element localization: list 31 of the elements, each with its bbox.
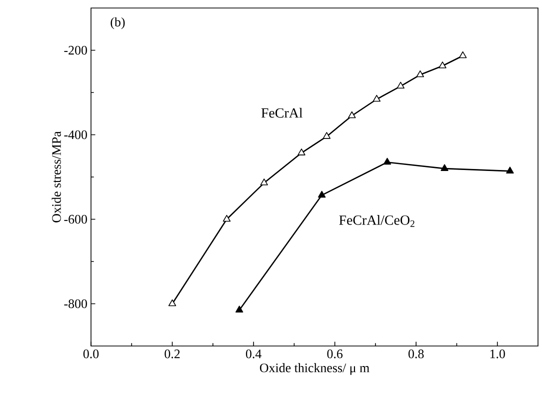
series-label: FeCrAl/CeO$_{2}$ <box>339 215 414 227</box>
point <box>383 158 392 165</box>
point <box>396 82 405 89</box>
point <box>260 178 268 186</box>
annotation: (b) <box>110 17 125 30</box>
y-tick-label: -800 <box>64 299 87 308</box>
point <box>348 111 356 118</box>
point <box>440 164 448 171</box>
x-tick-label: 0.4 <box>246 350 262 358</box>
x-tick-label: 0.0 <box>83 350 99 358</box>
x-tick-label: 0.6 <box>327 350 343 358</box>
point <box>318 190 326 198</box>
y-axis-title: Oxide stress/MPa <box>52 131 61 222</box>
point <box>168 299 176 306</box>
y-tick-label: -600 <box>64 214 87 224</box>
point <box>322 132 331 139</box>
point <box>372 94 381 102</box>
x-tick-label: 0.8 <box>408 350 424 358</box>
point <box>506 166 514 174</box>
point <box>235 306 244 312</box>
y-tick-label: -200 <box>64 46 87 55</box>
point <box>222 214 231 222</box>
point <box>458 51 467 58</box>
x-tick-label: 0.2 <box>164 350 180 358</box>
point <box>438 62 446 68</box>
y-tick-label: -400 <box>64 130 87 140</box>
text: FeCrAl <box>261 108 303 118</box>
x-axis-title: Oxide thickness/ μ m <box>260 363 370 375</box>
point <box>416 70 424 78</box>
point <box>298 148 306 156</box>
x-tick-label: 1.0 <box>490 350 505 358</box>
